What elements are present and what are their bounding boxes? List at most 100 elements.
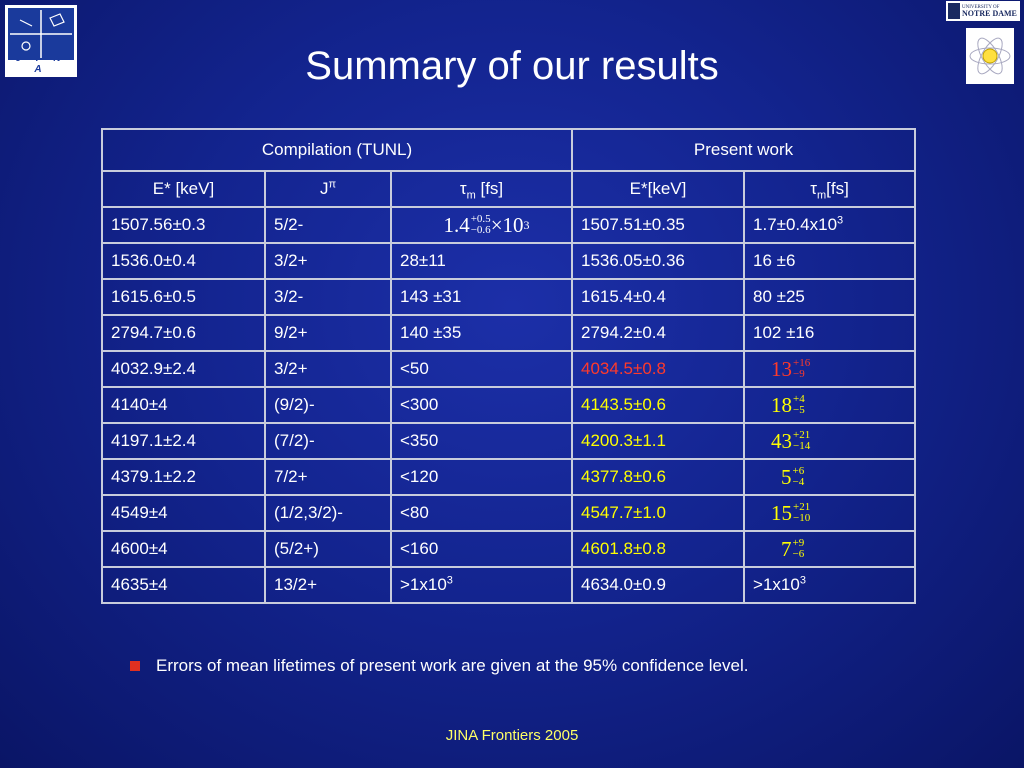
- cell-tau-tunl: <80: [389, 494, 574, 532]
- tau-asym-value: 7 +9 −6: [781, 537, 804, 562]
- tau-err-up: +9: [792, 537, 805, 549]
- group-header-present: Present work: [571, 128, 917, 172]
- footnote-text: Errors of mean lifetimes of present work…: [156, 656, 749, 675]
- cell-tau-tunl: 140 ±35: [389, 314, 574, 352]
- spin-label: J: [319, 179, 329, 198]
- jina-logo-graphic: [8, 8, 74, 60]
- cell-tau-present: 7 +9 −6: [743, 530, 917, 568]
- tau-asym-value: 1.4 +0.5 −0.6 ×10 3: [443, 212, 530, 237]
- jina-logo-icon: [10, 10, 72, 58]
- tau-base: 18: [771, 392, 793, 417]
- slide-title: Summary of our results: [305, 44, 719, 88]
- tau-err-up: +16: [793, 357, 811, 369]
- cell-energy-present: 1536.05±0.36: [571, 242, 746, 280]
- cell-tau-present: 102 ±16: [743, 314, 917, 352]
- tau-err-down: −14: [793, 440, 811, 452]
- tau-err-down: −4: [792, 476, 805, 488]
- tau-err-down: −9: [793, 368, 805, 380]
- table-row: 2794.7±0.6 9/2+ 140 ±35 2794.2±0.4 102 ±…: [101, 314, 917, 352]
- table-row: 4197.1±2.4 (7/2)- <350 4200.3±1.1 43 +21−…: [101, 422, 917, 460]
- tau-asym-value: 13 +16 −9: [771, 357, 810, 382]
- tau-err-up: +21: [793, 501, 811, 513]
- tau-err-down: −5: [793, 404, 805, 416]
- cell-tau-present: 5 +6 −4: [743, 458, 917, 496]
- table-row: 4032.9±2.4 3/2+ <50 4034.5±0.8 13 +16 −9: [101, 350, 917, 388]
- cell-tau-tunl: >1x103: [389, 566, 574, 604]
- cell-tau-present: 13 +16 −9: [743, 350, 917, 388]
- cell-energy-tunl: 1536.0±0.4: [101, 242, 266, 280]
- table-row: 4635±4 13/2+ >1x103 4634.0±0.9 >1x103: [101, 566, 917, 604]
- cell-energy-tunl: 4197.1±2.4: [101, 422, 266, 460]
- cell-energy-present: 4377.8±0.6: [571, 458, 746, 496]
- col-header-tau-tunl: τm [fs]: [389, 170, 574, 208]
- cell-tau-present: 18 +4 −5: [743, 386, 917, 424]
- tau-err-down: −10: [793, 512, 811, 524]
- footnote: Errors of mean lifetimes of present work…: [130, 656, 748, 676]
- cell-spin: (1/2,3/2)-: [264, 494, 392, 532]
- tau-asym-value: 18 +4 −5: [771, 393, 805, 418]
- tau-asym-value: 5 +6 −4: [781, 465, 804, 490]
- cell-energy-tunl: 2794.7±0.6: [101, 314, 266, 352]
- slide-footer: JINA Frontiers 2005: [445, 727, 579, 744]
- jina-logo: J I N A: [5, 5, 77, 77]
- tau-value: >1x10: [400, 575, 447, 594]
- cell-energy-present: 4143.5±0.6: [571, 386, 746, 424]
- cell-energy-tunl: 4379.1±2.2: [101, 458, 266, 496]
- nd-logo-line2: NOTRE DAME: [962, 8, 1017, 18]
- cell-tau-present: >1x103: [743, 566, 917, 604]
- cell-spin: (7/2)-: [264, 422, 392, 460]
- notre-dame-logo: UNIVERSITY OF NOTRE DAME: [946, 1, 1020, 21]
- tau-exponent: 3: [837, 214, 844, 227]
- table-row: 1615.6±0.5 3/2- 143 ±31 1615.4±0.4 80 ±2…: [101, 278, 917, 316]
- cell-tau-tunl: 1.4 +0.5 −0.6 ×10 3: [389, 206, 574, 244]
- atom-logo: [966, 28, 1014, 84]
- table-row: 4140±4 (9/2)- <300 4143.5±0.6 18 +4 −5: [101, 386, 917, 424]
- cell-energy-tunl: 1507.56±0.3: [101, 206, 266, 244]
- tau-base: 5: [781, 464, 792, 489]
- cell-tau-present: 80 ±25: [743, 278, 917, 316]
- table-row: 4600±4 (5/2+) <160 4601.8±0.8 7 +9 −6: [101, 530, 917, 568]
- cell-tau-present: 1.7±0.4x103: [743, 206, 917, 244]
- cell-tau-tunl: 143 ±31: [389, 278, 574, 316]
- cell-energy-tunl: 4032.9±2.4: [101, 350, 266, 388]
- cell-spin: 9/2+: [264, 314, 392, 352]
- col-header-energy-tunl: E* [keV]: [101, 170, 266, 208]
- tau-err-down: −6: [792, 548, 805, 560]
- tau-exponent: 3: [799, 574, 806, 587]
- col-header-spin: Jπ: [264, 170, 392, 208]
- column-header-row: E* [keV] Jπ τm [fs] E*[keV] τm[fs]: [101, 170, 917, 208]
- cell-tau-present: 43 +21 −14: [743, 422, 917, 460]
- cell-energy-tunl: 1615.6±0.5: [101, 278, 266, 316]
- cell-spin: 3/2-: [264, 278, 392, 316]
- tau-err-up: +0.5: [470, 213, 491, 225]
- atom-icon: [969, 37, 1011, 75]
- cell-spin: (9/2)-: [264, 386, 392, 424]
- cell-energy-present: 1507.51±0.35: [571, 206, 746, 244]
- group-header-tunl: Compilation (TUNL): [100, 128, 574, 172]
- cell-tau-present: 16 ±6: [743, 242, 917, 280]
- tau-unit: [fs]: [475, 179, 504, 198]
- parity-label: π: [328, 178, 337, 191]
- tau-base: 13: [771, 356, 793, 381]
- cell-spin: 13/2+: [264, 566, 392, 604]
- cell-spin: 3/2+: [264, 350, 392, 388]
- cell-energy-tunl: 4600±4: [101, 530, 266, 568]
- cell-energy-present: 4634.0±0.9: [571, 566, 746, 604]
- tau-value: >1x10: [753, 575, 800, 594]
- tau-base: 7: [781, 536, 792, 561]
- tau-err-up: +21: [793, 429, 811, 441]
- cell-energy-present: 4601.8±0.8: [571, 530, 746, 568]
- cell-energy-present: 4547.7±1.0: [571, 494, 746, 532]
- table-row: 4379.1±2.2 7/2+ <120 4377.8±0.6 5 +6 −4: [101, 458, 917, 496]
- tau-label: τ: [459, 179, 467, 198]
- cell-tau-tunl: <120: [389, 458, 574, 496]
- tau-subscript: m: [466, 189, 476, 202]
- tau-base: 1.4: [443, 212, 470, 237]
- crest-icon: [948, 3, 960, 19]
- cell-energy-tunl: 4140±4: [101, 386, 266, 424]
- cell-tau-tunl: 28±11: [389, 242, 574, 280]
- tau-err-up: +4: [793, 393, 805, 405]
- cell-tau-tunl: <350: [389, 422, 574, 460]
- tau-label: τ: [810, 179, 817, 198]
- tau-value: 1.7±0.4x10: [753, 215, 838, 234]
